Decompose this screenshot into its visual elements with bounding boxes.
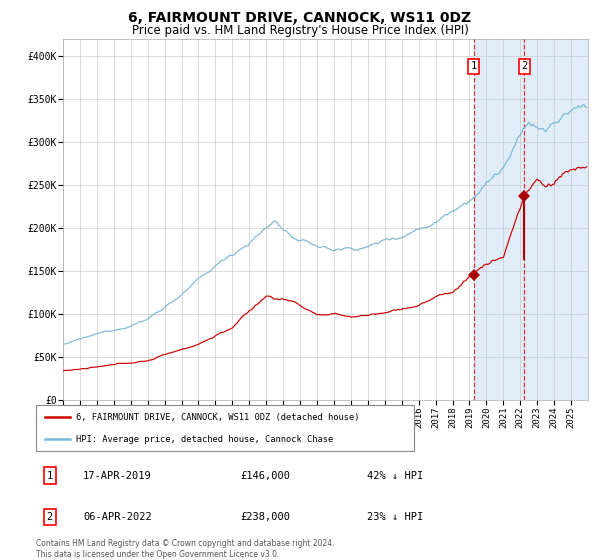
Text: 6, FAIRMOUNT DRIVE, CANNOCK, WS11 0DZ (detached house): 6, FAIRMOUNT DRIVE, CANNOCK, WS11 0DZ (d… bbox=[76, 413, 359, 422]
Text: Contains HM Land Registry data © Crown copyright and database right 2024.
This d: Contains HM Land Registry data © Crown c… bbox=[36, 539, 335, 559]
Text: 2: 2 bbox=[47, 512, 53, 522]
Text: £238,000: £238,000 bbox=[240, 512, 290, 522]
Text: 1: 1 bbox=[470, 61, 477, 71]
FancyBboxPatch shape bbox=[36, 405, 414, 451]
Text: 42% ↓ HPI: 42% ↓ HPI bbox=[367, 470, 424, 480]
Text: 2: 2 bbox=[521, 61, 527, 71]
Text: HPI: Average price, detached house, Cannock Chase: HPI: Average price, detached house, Cann… bbox=[76, 435, 333, 444]
Bar bbox=[473, 39, 588, 400]
Text: 1: 1 bbox=[47, 470, 53, 480]
Text: £146,000: £146,000 bbox=[240, 470, 290, 480]
Text: 17-APR-2019: 17-APR-2019 bbox=[83, 470, 152, 480]
Text: Price paid vs. HM Land Registry's House Price Index (HPI): Price paid vs. HM Land Registry's House … bbox=[131, 24, 469, 36]
Text: 06-APR-2022: 06-APR-2022 bbox=[83, 512, 152, 522]
Text: 6, FAIRMOUNT DRIVE, CANNOCK, WS11 0DZ: 6, FAIRMOUNT DRIVE, CANNOCK, WS11 0DZ bbox=[128, 11, 472, 25]
Text: 23% ↓ HPI: 23% ↓ HPI bbox=[367, 512, 424, 522]
